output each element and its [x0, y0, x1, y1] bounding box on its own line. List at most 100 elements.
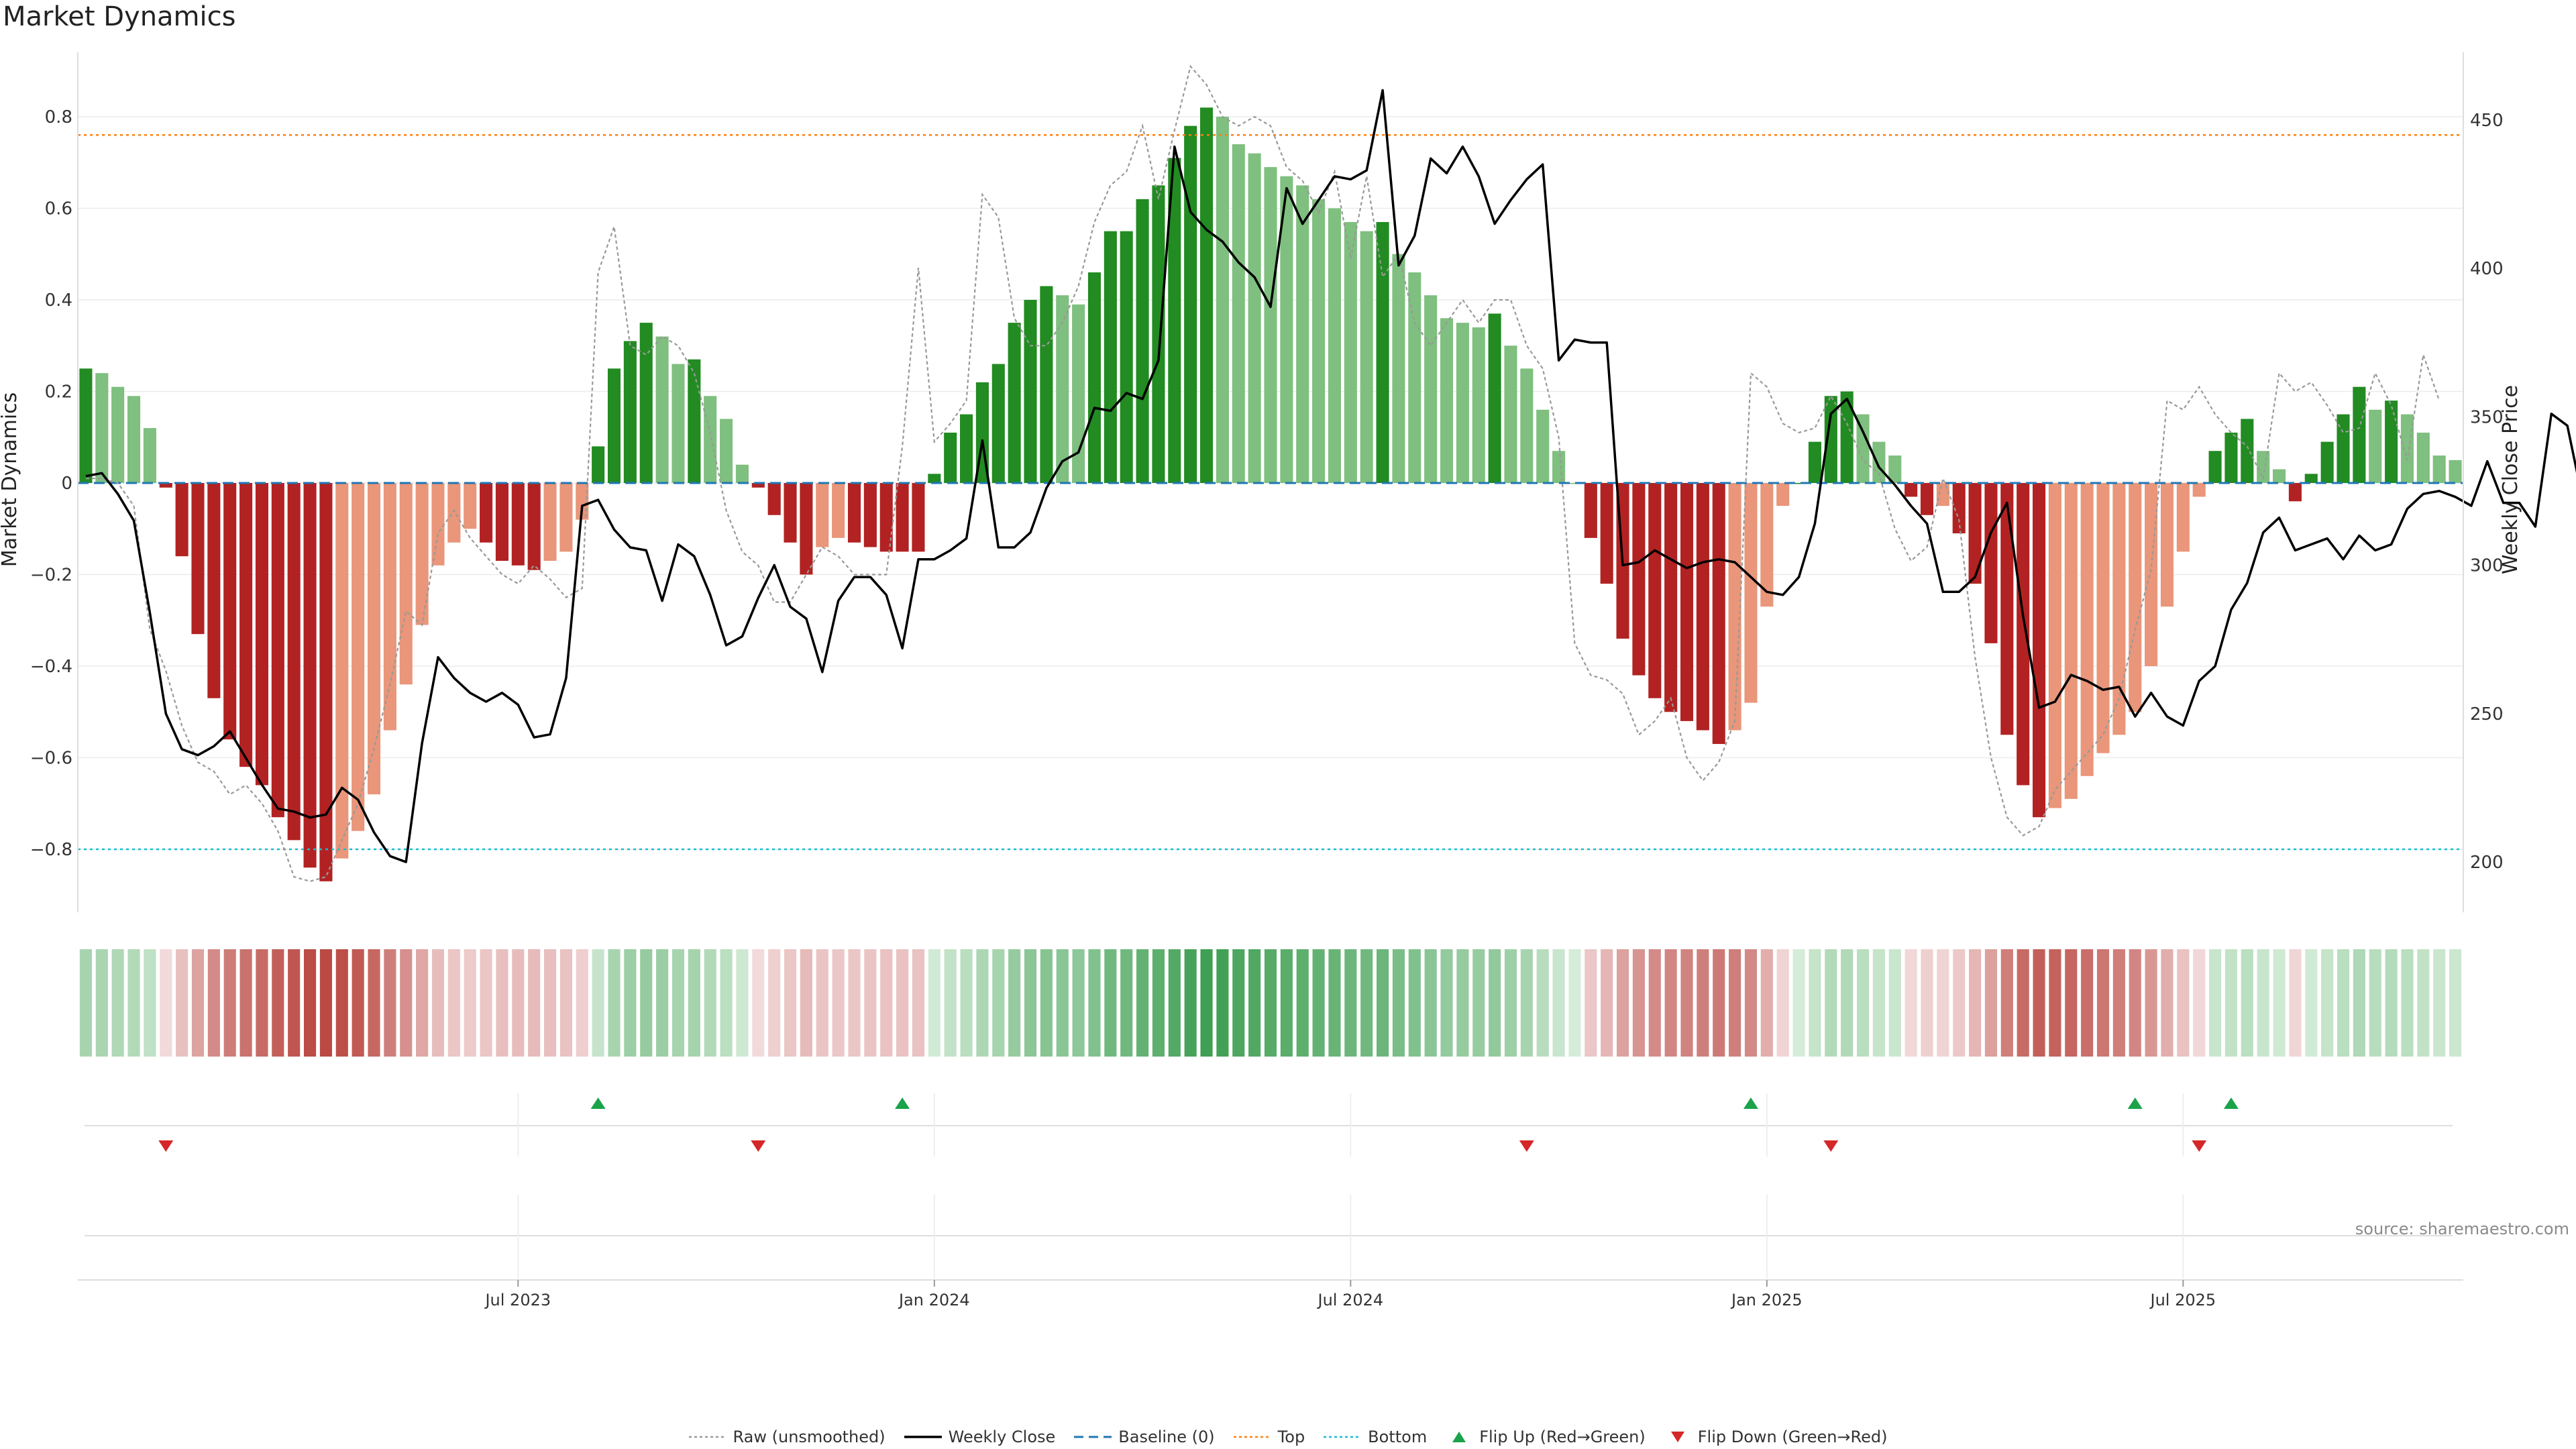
heat-cell [111, 949, 124, 1057]
dynamics-bar [2096, 483, 2110, 753]
heat-strip [79, 949, 2462, 1057]
dynamics-bar [1440, 318, 1454, 483]
heat-cell [592, 949, 604, 1057]
legend-label-flip-down: Flip Down (Green→Red) [1697, 1428, 1888, 1446]
dynamics-bar [639, 323, 653, 483]
flip-up-marker [2223, 1097, 2239, 1109]
dynamics-bar [704, 396, 717, 483]
dynamics-bar [2033, 483, 2046, 818]
heat-cell [1841, 949, 1854, 1057]
y2-tick-label: 400 [2470, 259, 2504, 279]
legend-item-bottom: Bottom [1324, 1428, 1427, 1446]
heat-cell [1456, 949, 1469, 1057]
heat-cell [1568, 949, 1581, 1057]
dynamics-bar [735, 464, 749, 483]
heat-cell [1472, 949, 1485, 1057]
dynamics-bar [1504, 345, 1517, 483]
dynamics-bar [2369, 409, 2382, 483]
dynamics-bar [127, 396, 141, 483]
heat-cell [720, 949, 733, 1057]
heat-cell [2337, 949, 2350, 1057]
heat-cell [1809, 949, 1821, 1057]
heat-cell [368, 949, 380, 1057]
heat-cell [2241, 949, 2253, 1057]
heat-cell [303, 949, 317, 1057]
dynamics-bar [1248, 153, 1261, 483]
dynamics-bar [1872, 441, 1886, 483]
heat-cell [272, 949, 284, 1057]
heat-cell [2049, 949, 2061, 1057]
heat-cell [2096, 949, 2110, 1057]
heat-cell [1760, 949, 1773, 1057]
dynamics-bar [239, 483, 253, 767]
dynamics-bar [928, 474, 941, 483]
dynamics-bar [2080, 483, 2094, 776]
dynamics-bar [1472, 327, 1485, 483]
dynamics-bar [1408, 272, 1421, 483]
y2-tick-label: 200 [2470, 853, 2504, 873]
heat-cell [256, 949, 268, 1057]
heat-cell [816, 949, 828, 1057]
dynamics-bar [2112, 483, 2126, 735]
dynamics-bar [1056, 295, 1069, 483]
flip-up-marker [1743, 1097, 1758, 1109]
heat-cell [1921, 949, 1933, 1057]
legend-item-flip-down: Flip Down (Green→Red) [1664, 1428, 1888, 1446]
dynamics-bar [1632, 483, 1646, 676]
dynamics-bar [991, 364, 1005, 483]
legend-label-top: Top [1277, 1428, 1305, 1446]
legend-item-top: Top [1233, 1428, 1305, 1446]
dynamics-bar [1536, 409, 1550, 483]
dynamics-bar [95, 373, 109, 483]
heat-cell [79, 949, 93, 1057]
dynamics-bar [1904, 483, 1918, 497]
heat-cell [496, 949, 508, 1057]
dynamics-bar [2241, 419, 2254, 483]
dynamics-bar [2017, 483, 2030, 786]
heat-cell [672, 949, 685, 1057]
dynamics-bar [1312, 199, 1326, 483]
flip-down-marker [158, 1140, 174, 1152]
y-tick-label: −0.4 [30, 657, 72, 677]
heat-cell [559, 949, 572, 1057]
heat-cell [1520, 949, 1533, 1057]
y-tick-label: 0 [61, 474, 72, 494]
dynamics-bar [159, 483, 172, 488]
heat-cell [384, 949, 396, 1057]
dynamics-bar [1024, 300, 1037, 483]
dynamics-bar [1792, 483, 1806, 484]
dotted-cyan-line-icon [1324, 1436, 1362, 1438]
heat-cell [624, 949, 637, 1057]
dynamics-bar [800, 483, 813, 575]
heat-cell [848, 949, 861, 1057]
dynamics-bar [960, 414, 973, 483]
heat-cell [2353, 949, 2365, 1057]
dynamics-bar [335, 483, 349, 859]
heat-cell [1969, 949, 1982, 1057]
dynamics-bar [1199, 107, 1214, 484]
heat-cell [416, 949, 429, 1057]
dynamics-bar [2272, 469, 2286, 483]
y-tick-label: −0.8 [30, 840, 72, 860]
heat-cell [239, 949, 252, 1057]
heat-cell [1360, 949, 1373, 1057]
y-tick-label: 0.4 [45, 290, 72, 311]
heat-cell [1392, 949, 1405, 1057]
y2-tick-label: 250 [2470, 704, 2504, 724]
dynamics-bar [303, 483, 317, 868]
dynamics-bar [1520, 368, 1534, 483]
dynamics-bar [832, 483, 845, 538]
dynamics-bar [1456, 323, 1469, 483]
heat-cell [656, 949, 669, 1057]
dynamics-bar [1136, 199, 1149, 483]
dynamics-bar [2288, 483, 2302, 502]
heat-cell [2033, 949, 2045, 1057]
heat-cell [2417, 949, 2430, 1057]
dynamics-bar [415, 483, 429, 625]
heat-cell [288, 949, 301, 1057]
heat-cell [207, 949, 220, 1057]
heat-cell [2321, 949, 2334, 1057]
flip-markers-panel [85, 1093, 2453, 1279]
page-title: Market Dynamics [3, 1, 236, 32]
